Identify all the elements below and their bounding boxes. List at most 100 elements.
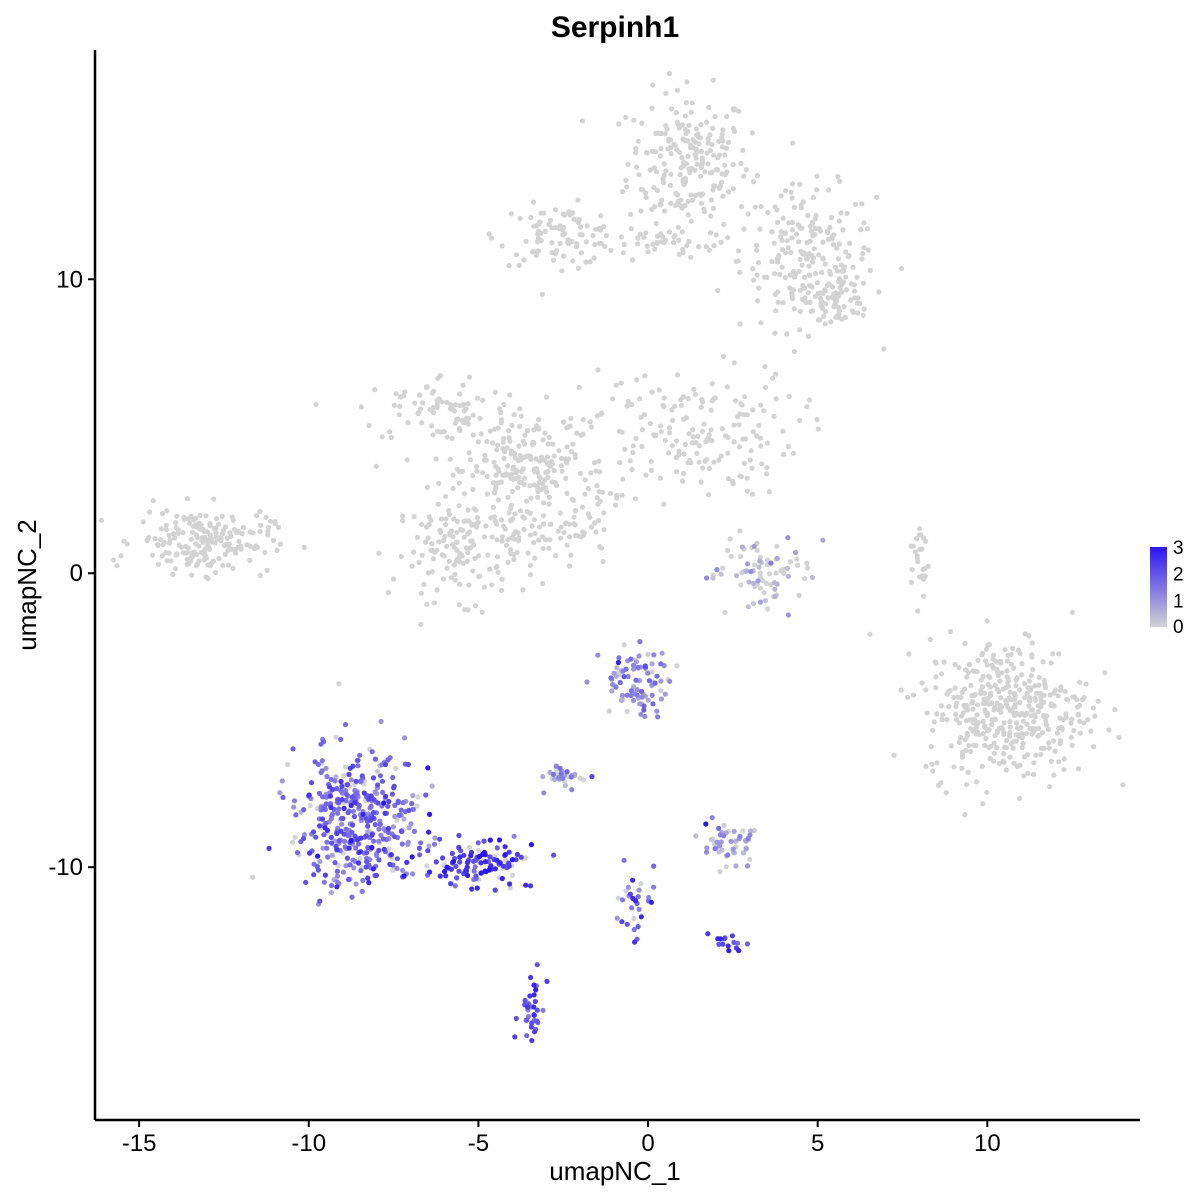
data-point-expressing-main	[366, 880, 372, 886]
data-point-small-crescent	[802, 575, 808, 582]
data-point-upper-right-branch	[791, 287, 797, 293]
data-point-right-blob	[1011, 665, 1017, 671]
data-point-right-blob	[1019, 731, 1025, 737]
data-point-mid-center	[536, 458, 543, 464]
data-point-mid-right-lobe	[688, 460, 694, 466]
data-point-right-blob	[1013, 738, 1019, 744]
data-point-upper-bridge	[672, 233, 678, 239]
data-point-upper-right-arm	[671, 141, 677, 147]
data-point-upper-right-branch	[836, 241, 843, 247]
data-point-right-blob	[991, 740, 997, 746]
data-point-upper-right-arm	[676, 251, 682, 257]
data-point-expressing-tail	[471, 868, 477, 874]
data-point-mid-center	[456, 426, 462, 432]
data-point-upper-left-bar	[537, 219, 543, 225]
data-point-upper-bridge	[703, 244, 709, 250]
data-point-right-blob	[1007, 754, 1013, 760]
data-point-expressing-main	[374, 768, 381, 774]
data-point-upper-right-branch	[850, 264, 856, 270]
data-point-upper-right-tail	[819, 299, 825, 305]
data-point-expressing-tail	[482, 859, 489, 865]
data-point-upper-bridge	[676, 237, 682, 243]
data-point-right-blob	[953, 711, 959, 718]
data-point-upper-bridge	[679, 229, 685, 235]
data-point-expressing-main	[351, 814, 357, 820]
data-point-upper-right-branch	[835, 174, 841, 180]
data-point-thin-arc	[913, 536, 920, 542]
data-point-mid-right-lobe	[647, 420, 654, 427]
data-point-expressing-main	[406, 807, 412, 814]
data-point-expressing-main	[342, 722, 349, 728]
data-point-mid-center	[536, 425, 542, 431]
data-point-upper-right-tail	[836, 310, 842, 316]
data-point-upper-bridge	[590, 233, 596, 239]
data-point-upper-right-arm	[668, 137, 674, 143]
data-point-upper-right-arm	[654, 188, 661, 194]
data-point-expressing-main	[317, 858, 323, 865]
data-point-upper-right-branch	[808, 228, 815, 234]
data-point-upper-right-tail	[876, 289, 882, 295]
x-tick-label: -15	[122, 1130, 157, 1157]
data-point-lower-stalk	[529, 1020, 535, 1026]
data-point-right-blob	[989, 721, 995, 728]
data-point-expressing-main	[426, 829, 432, 835]
data-point-right-blob	[1071, 727, 1077, 734]
data-point-mid-right-lobe	[696, 443, 703, 449]
data-point-mid-right-lobe	[662, 438, 669, 444]
data-point-expressing-main	[368, 803, 374, 810]
data-point-mid-center	[459, 468, 465, 474]
data-point-mid-center	[475, 439, 481, 445]
data-point-mid-center	[535, 494, 541, 500]
data-point-right-blob	[1069, 742, 1075, 749]
data-point-upper-left-bar	[566, 241, 572, 247]
data-point-mid-lower-lobe	[465, 607, 471, 613]
data-point-upper-right-arm	[674, 147, 680, 153]
data-point-upper-left-bar	[562, 212, 568, 218]
data-point-right-blob	[1026, 633, 1032, 639]
data-point-mid-right-lobe	[629, 402, 635, 408]
data-point-expressing-tail	[473, 873, 479, 879]
data-point-upper-right-arm	[625, 161, 631, 167]
data-point-upper-right-arm	[677, 172, 683, 178]
data-point-mid-right-lobe	[657, 475, 663, 481]
data-point-top-small	[611, 670, 617, 676]
data-point-upper-bridge	[573, 244, 580, 250]
data-point-mid-center	[517, 423, 523, 430]
data-point-upper-left-bar	[593, 226, 599, 232]
data-point-mid-center	[528, 495, 534, 501]
data-point-right-blob	[981, 696, 987, 702]
data-point-expressing-main	[339, 821, 345, 827]
data-point-thin-arc	[921, 576, 927, 582]
data-point-upper-right-tail	[831, 304, 837, 310]
data-point-top-small	[651, 652, 657, 658]
data-point-upper-right-arm	[738, 160, 744, 167]
data-point-mid-right-lobe	[691, 386, 697, 392]
data-point-right-blob	[994, 728, 1001, 734]
data-point-upper-left-bar	[533, 252, 540, 258]
data-point-expressing-main	[347, 862, 353, 868]
data-point-top-small	[658, 688, 664, 694]
data-point-upper-right-branch	[753, 242, 760, 248]
data-point-left-island	[149, 552, 156, 558]
data-point-mid-right-lobe	[642, 373, 648, 379]
data-point-right-blob	[980, 801, 986, 807]
data-point-right-blob	[931, 719, 937, 725]
data-point-expressing-main	[346, 833, 352, 839]
data-point-left-island	[213, 530, 219, 536]
data-point-expressing-tail	[443, 873, 449, 879]
data-point-right-blob	[1047, 692, 1053, 698]
data-point-upper-right-arm	[713, 232, 719, 238]
data-point-upper-right-arm	[636, 172, 642, 178]
data-point-mid-center	[596, 458, 602, 464]
data-point-right-blob	[1102, 670, 1108, 676]
data-point-lower-small	[730, 846, 736, 852]
data-point-expressing-main	[279, 778, 285, 784]
data-point-top-small	[613, 684, 619, 690]
data-point-upper-bridge	[741, 226, 747, 232]
data-point-expressing-tail	[481, 838, 487, 844]
data-point-upper-right-branch	[840, 227, 846, 233]
data-point-mid-center	[540, 437, 546, 443]
data-point-expressing-main	[355, 763, 361, 769]
data-point-upper-right-branch	[860, 251, 866, 257]
